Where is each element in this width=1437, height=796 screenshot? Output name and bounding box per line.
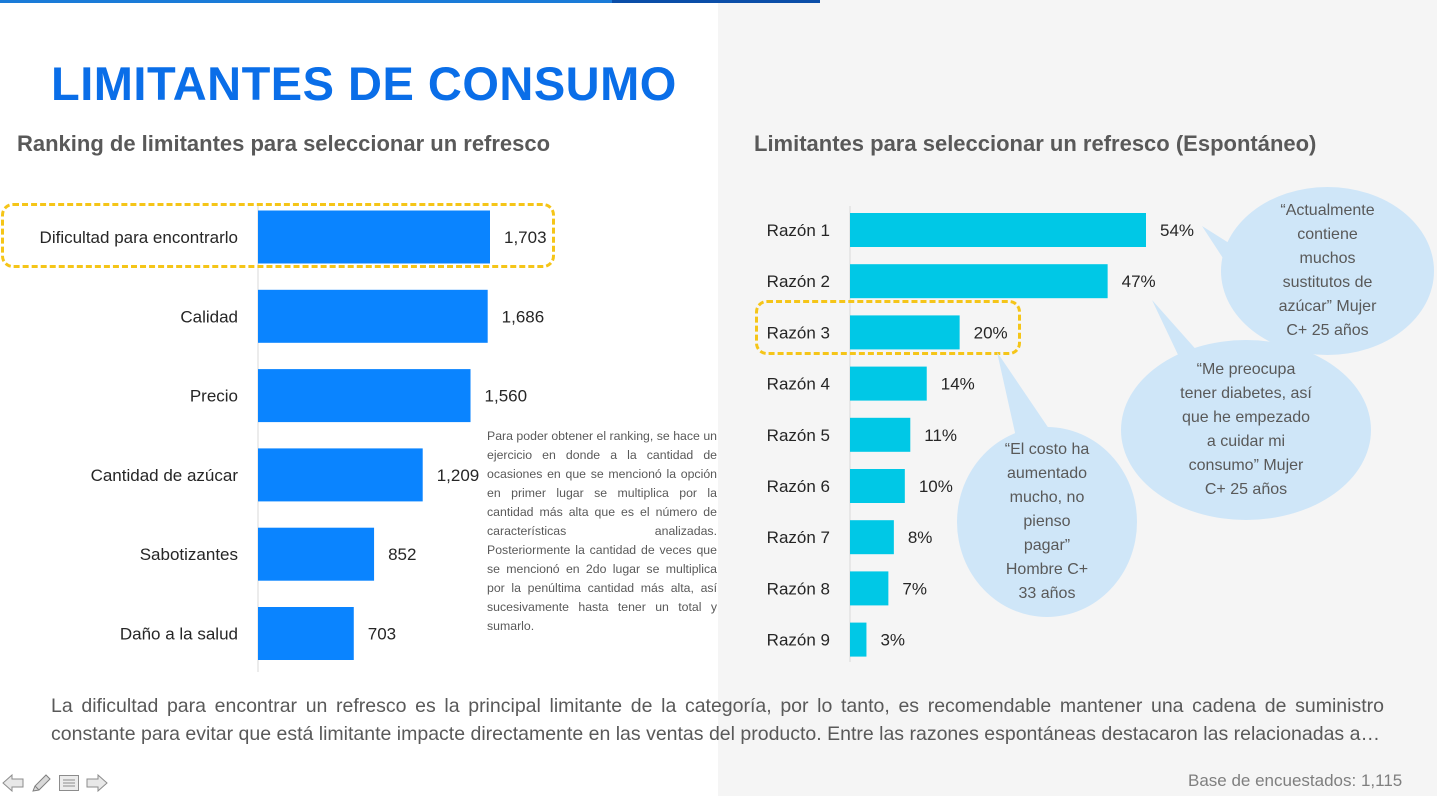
value-label: 1,209 [437, 466, 480, 485]
quote-bubble-2: “Me preocupa tener diabetes, así que he em… [1121, 340, 1371, 520]
bar [258, 369, 471, 423]
bar [850, 469, 905, 503]
quote-line: C+ 25 años [1204, 481, 1288, 498]
quote-line: pienso [1023, 513, 1071, 530]
value-label: 20% [974, 323, 1008, 342]
bar [850, 622, 867, 657]
quote-line: azúcar” Mujer [1278, 298, 1377, 315]
category-label: Razón 4 [767, 375, 830, 394]
quote-line: tener diabetes, así [1180, 385, 1312, 402]
category-label: Precio [190, 387, 238, 406]
category-label: Calidad [180, 307, 238, 326]
left-chart-title: Ranking de limitantes para seleccionar u… [17, 131, 551, 156]
arrow-left-icon[interactable] [2, 773, 24, 793]
quote-line: consumo” Mujer [1188, 457, 1304, 474]
value-label: 1,560 [485, 387, 528, 406]
bar [258, 527, 375, 581]
value-label: 1,686 [502, 307, 545, 326]
value-label: 14% [941, 375, 975, 394]
conclusion-text: La dificultad para encontrar un refresco… [51, 695, 1384, 745]
category-label: Cantidad de azúcar [91, 466, 239, 485]
value-label: 7% [902, 579, 927, 598]
category-label: Razón 3 [767, 323, 830, 342]
bar [258, 607, 354, 660]
value-label: 852 [388, 545, 416, 564]
ranking-bar-chart: Dificultad para encontrarlo 1,703 Calidad 1… [40, 205, 547, 672]
category-label: Razón 8 [767, 579, 830, 598]
category-label: Razón 1 [767, 221, 830, 240]
sample-base-note: Base de encuestados: 1,115 [1188, 771, 1403, 790]
bar [258, 210, 490, 264]
value-label: 3% [880, 631, 905, 650]
category-label: Sabotizantes [140, 545, 238, 564]
value-label: 703 [368, 625, 396, 644]
bar [850, 264, 1108, 299]
value-label: 10% [919, 477, 953, 496]
quote-line: contiene [1297, 226, 1358, 243]
value-label: 54% [1160, 221, 1194, 240]
category-label: Dificultad para encontrarlo [40, 228, 238, 247]
page-title: LIMITANTES DE CONSUMO [51, 57, 677, 110]
arrow-right-icon[interactable] [86, 773, 108, 793]
quote-line: muchos [1299, 250, 1356, 267]
pen-icon[interactable] [30, 773, 52, 793]
category-label: Daño a la salud [120, 625, 238, 644]
quote-line: pagar” [1023, 537, 1071, 554]
right-chart-title: Limitantes para seleccionar un refresco … [754, 131, 1317, 156]
bar [850, 366, 927, 401]
top-accent-line [0, 0, 820, 3]
category-label: Razón 9 [767, 631, 830, 650]
bar [850, 571, 889, 606]
ranking-method-note: Para poder obtener el ranking, se hace u… [487, 429, 717, 633]
bar [850, 315, 960, 350]
value-label: 47% [1122, 272, 1156, 291]
slide-navigation [2, 773, 108, 793]
category-label: Razón 7 [767, 528, 830, 547]
bar [850, 520, 894, 555]
quote-bubble-1: “Actualmente contiene muchos sustitutos de a… [1221, 187, 1434, 355]
quote-line: mucho, no [1009, 489, 1085, 506]
value-label: 1,703 [504, 228, 547, 247]
value-label: 8% [908, 528, 933, 547]
quote-line: C+ 25 años [1286, 322, 1369, 339]
quote-line: aumentado [1006, 465, 1088, 482]
bar [258, 448, 423, 502]
quote-line: que he empezado [1181, 409, 1311, 426]
category-label: Razón 2 [767, 272, 830, 291]
bar [850, 417, 911, 452]
quote-line: “Actualmente [1280, 202, 1375, 219]
category-label: Razón 5 [767, 426, 830, 445]
quote-line: Hombre C+ [1005, 561, 1089, 578]
quote-bubble-3: “El costo ha aumentado mucho, no pienso paga… [957, 427, 1137, 617]
value-label: 11% [924, 426, 957, 445]
quote-line: “El costo ha [1004, 441, 1090, 458]
bar [258, 289, 488, 343]
menu-icon[interactable] [58, 773, 80, 793]
top-accent-line-dark [612, 0, 820, 3]
quote-line: “Me preocupa [1196, 361, 1296, 378]
quote-line: sustitutos de [1282, 274, 1373, 291]
highlight-frame-top-ranking [1, 203, 555, 268]
highlight-frame-razon-3 [755, 300, 1021, 355]
spontaneous-bar-chart: Razón 1 54% Razón 2 47% Razón 3 20% Razón 4 14%… [767, 206, 1194, 662]
category-label: Razón 6 [767, 477, 830, 496]
quote-line: a cuidar mi [1206, 433, 1286, 450]
bar [850, 213, 1146, 247]
quote-line: 33 años [1018, 585, 1076, 602]
